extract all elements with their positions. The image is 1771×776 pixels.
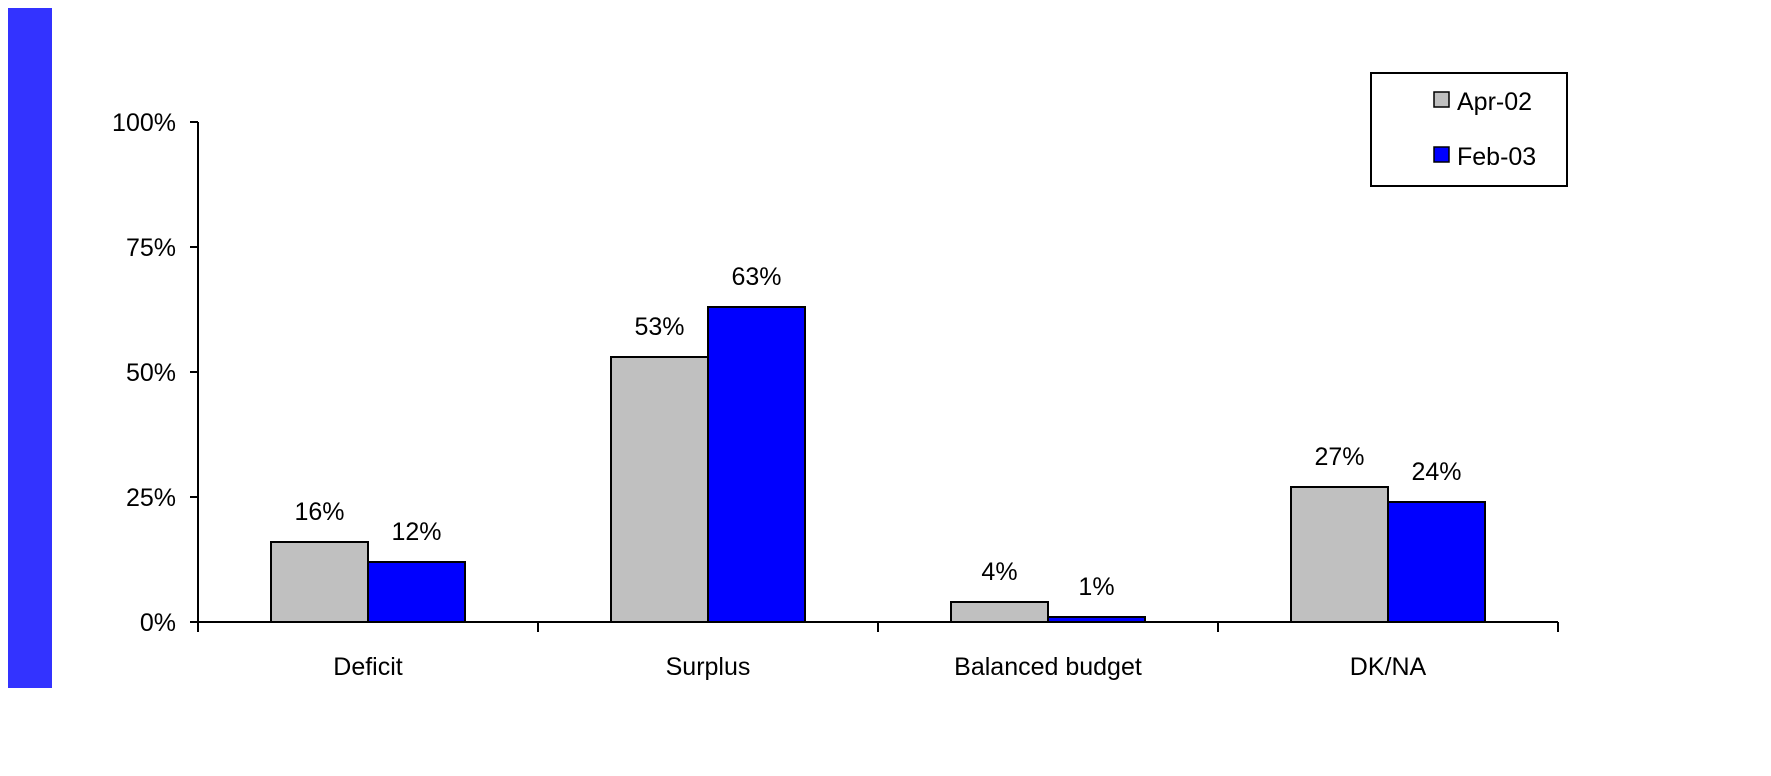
data-label: 4%: [981, 558, 1017, 586]
y-tick-label: 100%: [112, 109, 176, 137]
bars: [270, 306, 1486, 623]
x-tick-label: Balanced budget: [954, 653, 1142, 681]
bar: [1290, 486, 1389, 623]
x-tick-label: Surplus: [666, 653, 751, 681]
bar: [610, 356, 709, 623]
data-label: 27%: [1314, 443, 1364, 471]
legend: Apr-02 Feb-03: [1370, 72, 1568, 187]
bar: [1387, 501, 1486, 623]
bar: [367, 561, 466, 623]
legend-swatch: [1433, 91, 1450, 108]
bar: [950, 601, 1049, 623]
data-label: 1%: [1078, 573, 1114, 601]
data-label: 53%: [634, 313, 684, 341]
x-tick-label: DK/NA: [1350, 653, 1427, 681]
bar: [1047, 616, 1146, 623]
y-tick-label: 25%: [126, 484, 176, 512]
y-tick-label: 50%: [126, 359, 176, 387]
data-label: 63%: [731, 263, 781, 291]
y-tick-label: 75%: [126, 234, 176, 262]
y-tick-label: 0%: [140, 609, 176, 637]
legend-box: [1370, 72, 1568, 187]
y-axis-ticks: 0% 25% 50% 75% 100%: [112, 109, 198, 637]
data-label: 16%: [294, 498, 344, 526]
x-tick-label: Deficit: [333, 653, 403, 681]
legend-label: Feb-03: [1457, 143, 1536, 171]
data-label: 12%: [391, 518, 441, 546]
accent-bar: [8, 8, 52, 688]
legend-label: Apr-02: [1457, 88, 1532, 116]
x-axis-ticks: Deficit Surplus Balanced budget DK/NA: [197, 622, 1559, 681]
data-label: 24%: [1411, 458, 1461, 486]
data-labels: 16% 12% 53% 63% 4% 1% 27% 24%: [294, 263, 1461, 601]
bar: [707, 306, 806, 623]
bar: [270, 541, 369, 623]
legend-swatch: [1433, 146, 1450, 163]
